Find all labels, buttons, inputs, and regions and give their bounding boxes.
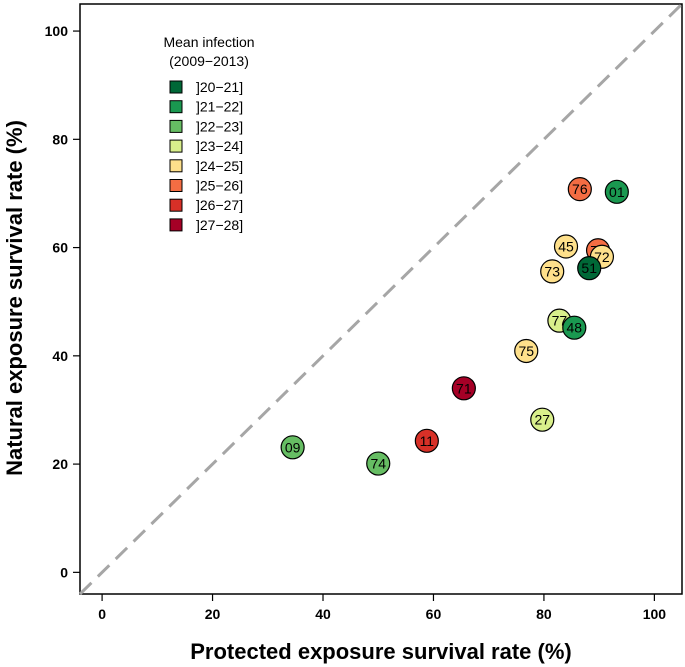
legend: Mean infection (2009−2013) ]20−21] ]21−22…	[163, 34, 254, 233]
data-point: 48	[562, 315, 587, 340]
data-point-marker	[366, 451, 391, 476]
legend-title-line1: Mean infection	[163, 34, 254, 50]
data-point-marker	[530, 407, 555, 432]
data-point: 73	[540, 259, 565, 284]
data-point-label: 48	[567, 320, 583, 336]
legend-swatch	[169, 100, 183, 114]
data-point: 76	[567, 177, 592, 202]
legend-label: ]27−28]	[196, 217, 243, 233]
legend-entry: ]27−28]	[169, 217, 243, 233]
y-tick-label: 80	[52, 131, 68, 147]
y-tick-label: 20	[52, 456, 68, 472]
data-point: 74	[366, 451, 391, 476]
data-point-label: 73	[544, 263, 560, 279]
data-point: 27	[530, 407, 555, 432]
x-tick-label: 20	[205, 606, 221, 622]
x-tick-label: 40	[315, 606, 331, 622]
legend-label: ]26−27]	[196, 197, 243, 213]
data-point-marker	[567, 177, 592, 202]
legend-swatch	[169, 139, 183, 153]
y-tick-label: 0	[60, 564, 68, 580]
data-point-marker	[514, 338, 539, 364]
legend-swatch	[169, 119, 183, 133]
legend-label: ]21−22]	[196, 99, 243, 115]
data-point-label: 71	[456, 380, 472, 396]
legend-label: ]22−23]	[196, 118, 243, 134]
legend-entry: ]23−24]	[169, 138, 243, 154]
x-axis-title: Protected exposure survival rate (%)	[190, 639, 571, 664]
legend-label: ]25−26]	[196, 178, 243, 194]
y-tick-label: 40	[52, 348, 68, 364]
data-point-marker	[577, 256, 602, 281]
data-point-marker	[540, 259, 565, 284]
legend-entry: ]22−23]	[169, 118, 243, 134]
data-point-label: 51	[581, 260, 597, 276]
data-point-label: 75	[518, 343, 534, 359]
x-tick-label: 80	[536, 606, 552, 622]
data-point-label: 45	[558, 238, 574, 254]
data-point-marker	[280, 435, 305, 460]
data-point-marker	[553, 234, 579, 259]
data-point: 51	[577, 256, 602, 281]
legend-swatch	[169, 198, 183, 212]
data-point-label: 01	[609, 184, 625, 200]
legend-entry: ]25−26]	[169, 178, 243, 194]
y-tick-label: 60	[52, 240, 68, 256]
x-tick-label: 60	[426, 606, 442, 622]
data-point: 45	[553, 234, 579, 259]
axis-ticks: 0 20 40 60 80 100 0 20 40 60 80 100	[45, 23, 667, 622]
legend-swatch	[169, 179, 183, 192]
legend-swatch	[169, 159, 183, 173]
legend-label: ]20−21]	[196, 79, 243, 95]
y-tick-label: 100	[45, 23, 69, 39]
legend-swatch	[169, 80, 183, 94]
data-point-label: 27	[534, 412, 550, 428]
legend-entry: ]26−27]	[169, 197, 243, 213]
legend-entries: ]20−21] ]21−22] ]22−23] ]23−24] ]24−25] ]25−2…	[169, 79, 243, 233]
data-points: 017670724573517748752771117409	[280, 177, 629, 476]
data-point: 75	[514, 338, 539, 364]
x-tick-label: 100	[643, 606, 667, 622]
data-point: 09	[280, 435, 305, 460]
data-point-label: 74	[370, 456, 386, 472]
legend-entry: ]21−22]	[169, 99, 243, 115]
data-point-marker	[451, 376, 476, 401]
data-point: 01	[604, 179, 629, 204]
data-point-label: 11	[420, 433, 435, 449]
x-tick-label: 0	[98, 606, 106, 622]
data-point-label: 76	[572, 181, 588, 197]
data-point-label: 09	[285, 439, 301, 455]
data-point: 11	[414, 428, 439, 453]
data-point-marker	[604, 179, 629, 204]
legend-label: ]23−24]	[196, 138, 243, 154]
legend-entry: ]20−21]	[169, 79, 243, 95]
data-point: 71	[451, 376, 476, 401]
data-point-marker	[562, 315, 587, 340]
identity-reference-line	[78, 2, 684, 596]
legend-label: ]24−25]	[196, 158, 243, 174]
plot-frame	[79, 3, 683, 595]
y-axis-title: Natural exposure survival rate (%)	[2, 120, 27, 476]
legend-entry: ]24−25]	[169, 158, 243, 174]
legend-swatch	[169, 218, 183, 232]
data-point-marker	[414, 428, 439, 453]
legend-title-line2: (2009−2013)	[169, 53, 249, 69]
reference-line-layer	[78, 2, 684, 596]
